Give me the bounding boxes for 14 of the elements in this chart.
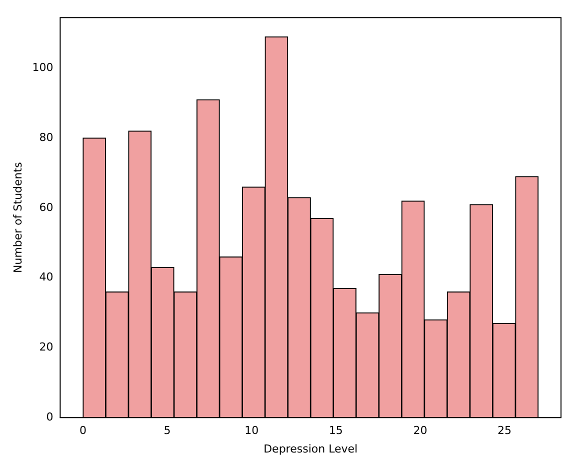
- x-tick-label: 20: [413, 424, 428, 438]
- x-tick-label: 15: [328, 424, 343, 438]
- x-tick-label: 25: [498, 424, 512, 438]
- y-tick-label: 40: [39, 270, 54, 284]
- x-tick-label: 5: [164, 424, 171, 438]
- x-tick-label: 0: [79, 424, 86, 438]
- y-tick-label: 80: [39, 130, 54, 144]
- x-axis-title: Depression Level: [264, 442, 358, 456]
- y-tick-label: 20: [39, 340, 54, 354]
- y-axis-title: Number of Students: [11, 162, 24, 274]
- y-tick-label: 60: [39, 200, 54, 214]
- x-tick-label: 10: [244, 424, 259, 438]
- y-tick-label: 0: [46, 410, 54, 424]
- y-tick-label: 100: [32, 60, 54, 74]
